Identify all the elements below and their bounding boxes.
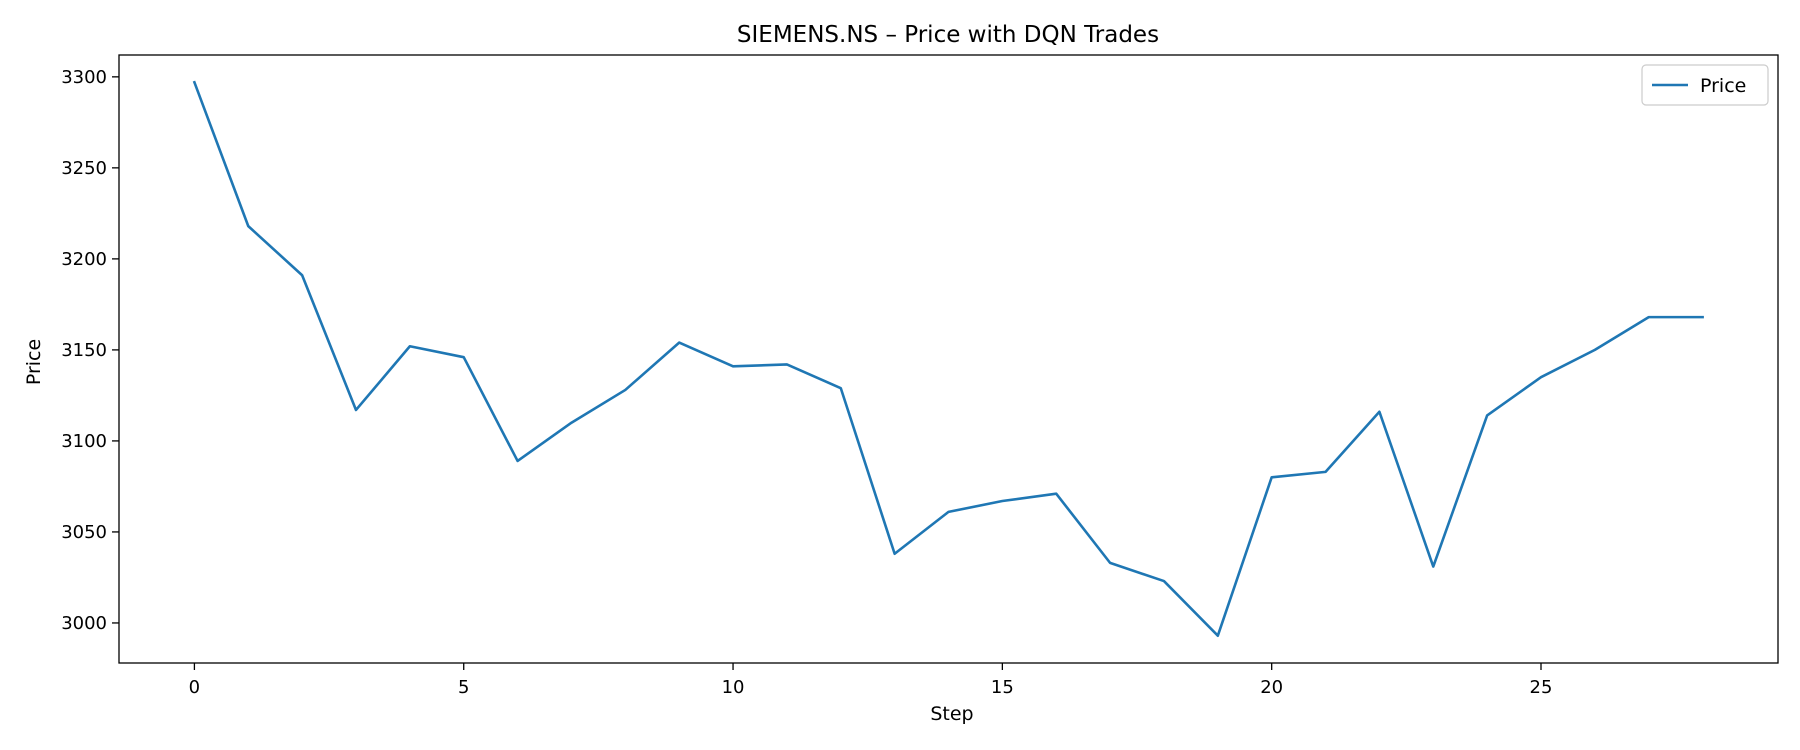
- x-tick-label: 5: [458, 677, 469, 698]
- y-axis-label: Price: [23, 339, 45, 385]
- y-tick-label: 3150: [61, 340, 107, 361]
- legend-label: Price: [1700, 75, 1746, 97]
- legend: Price: [1641, 64, 1769, 106]
- chart-title: SIEMENS.NS – Price with DQN Trades: [737, 22, 1159, 48]
- plot-area: 0 5 10 15 20 25 3000 3050 3100 3150 3200 3250 3300: [61, 54, 1779, 698]
- x-axis-label: Step: [930, 703, 973, 725]
- x-tick-label: 20: [1260, 677, 1283, 698]
- x-tick-label: 25: [1530, 677, 1553, 698]
- series-line-0: [192, 80, 1704, 637]
- y-tick-label: 3000: [61, 613, 107, 634]
- y-tick-label: 3300: [61, 67, 107, 88]
- y-tick-label: 3050: [61, 522, 107, 543]
- axes-frame: [118, 54, 1779, 664]
- y-tick-label: 3100: [61, 431, 107, 452]
- x-tick-label: 15: [991, 677, 1014, 698]
- legend-box: [1641, 64, 1769, 106]
- x-tick-label: 0: [189, 677, 200, 698]
- y-tick-label: 3250: [61, 158, 107, 179]
- y-tick-label: 3200: [61, 249, 107, 270]
- x-tick-label: 10: [722, 677, 745, 698]
